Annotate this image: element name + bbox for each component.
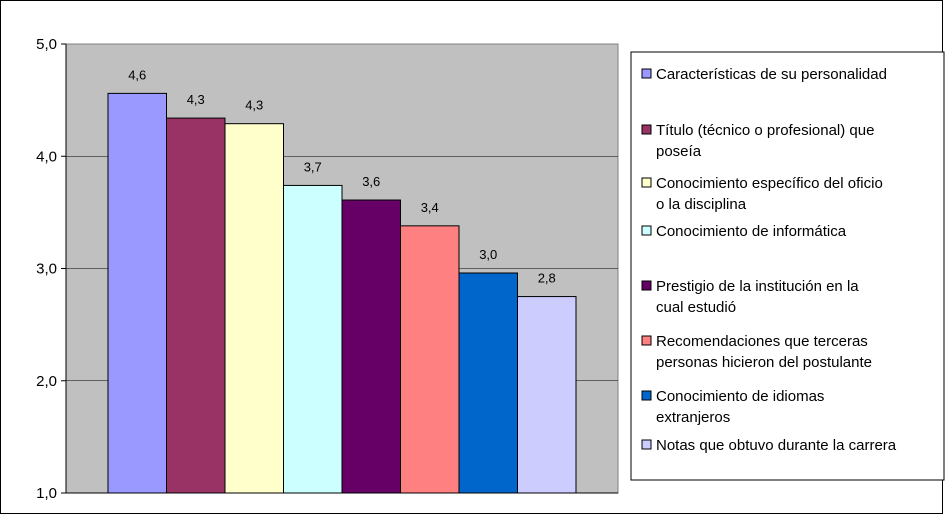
legend-swatch xyxy=(641,390,652,401)
legend-label: extranjeros xyxy=(656,409,730,426)
legend-label: Conocimiento de idiomas xyxy=(656,388,824,405)
legend-label: Conocimiento de informática xyxy=(656,223,847,240)
legend-swatch xyxy=(641,335,652,346)
legend-swatch xyxy=(641,124,652,135)
legend-label: Título (técnico o profesional) que xyxy=(656,122,874,139)
legend-label: Características de su personalidad xyxy=(656,66,887,83)
bar xyxy=(107,92,167,494)
y-tick-label: 5,0 xyxy=(36,36,57,53)
legend-label: o la disciplina xyxy=(656,196,747,213)
legend-label: Recomendaciones que terceras xyxy=(656,333,868,350)
data-label: 4,3 xyxy=(187,92,205,107)
legend-label: poseía xyxy=(656,143,702,160)
y-tick-label: 3,0 xyxy=(36,261,57,278)
bar xyxy=(341,199,401,494)
bar xyxy=(283,184,343,494)
y-tick-label: 2,0 xyxy=(36,373,57,390)
data-label: 2,8 xyxy=(538,271,556,286)
legend-swatch xyxy=(641,439,652,450)
data-label: 4,3 xyxy=(245,98,263,113)
y-tick-label: 4,0 xyxy=(36,148,57,165)
data-label: 3,4 xyxy=(421,200,439,215)
legend-swatch xyxy=(641,68,652,79)
bar xyxy=(517,296,577,494)
legend-label: personas hicieron del postulante xyxy=(656,354,872,371)
bar xyxy=(458,272,518,494)
legend-label: Prestigio de la institución en la xyxy=(656,278,859,295)
legend-box xyxy=(630,51,945,481)
bar xyxy=(224,123,284,494)
legend-swatch xyxy=(641,177,652,188)
legend-swatch xyxy=(641,280,652,291)
legend-label: Conocimiento específico del oficio xyxy=(656,175,883,192)
y-tick-label: 1,0 xyxy=(36,485,57,502)
bar xyxy=(166,117,226,494)
data-label: 3,7 xyxy=(304,159,322,174)
legend-swatch xyxy=(641,225,652,236)
data-label: 3,6 xyxy=(362,174,380,189)
legend-label: cual estudió xyxy=(656,299,736,316)
bar xyxy=(400,225,460,494)
data-label: 4,6 xyxy=(128,67,146,82)
legend-label: Notas que obtuvo durante la carrera xyxy=(656,437,897,454)
data-label: 3,0 xyxy=(479,247,497,262)
